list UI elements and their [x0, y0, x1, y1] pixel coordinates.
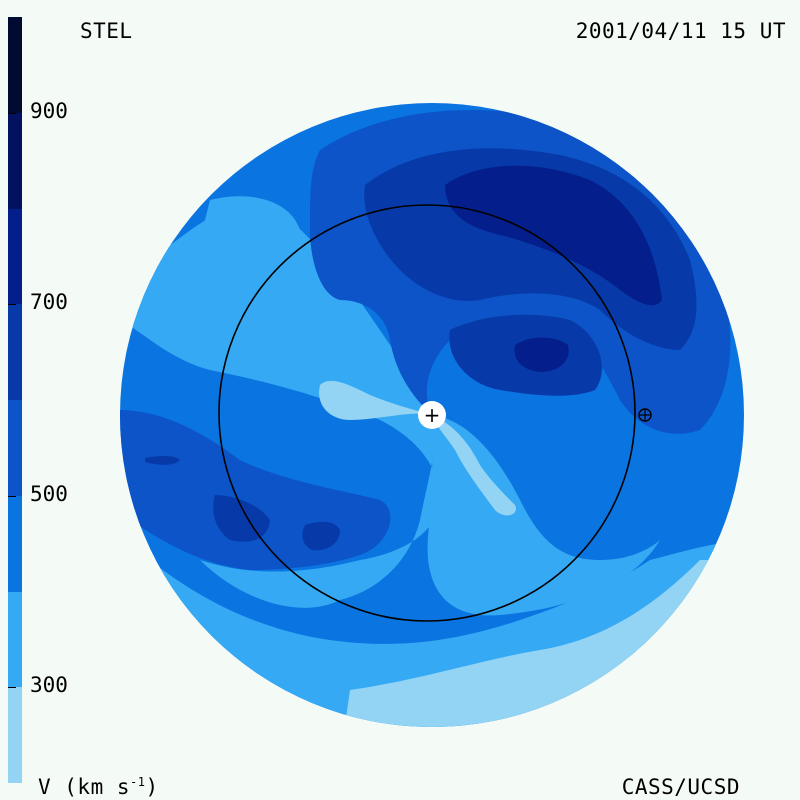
colorbar-segment [8, 112, 22, 209]
level-600-700-west-c [145, 455, 180, 465]
earth-orbit-circle [218, 204, 636, 622]
colorbar-segment [8, 400, 22, 496]
earth-marker-icon [638, 408, 652, 422]
colorbar-tick [8, 687, 16, 689]
colorbar-tick [8, 304, 16, 306]
level-700-800-north [445, 165, 662, 306]
colorbar-segment [8, 687, 22, 783]
colorbar-segment [8, 495, 22, 592]
colorbar-segment [8, 591, 22, 688]
level-700-800-inner [514, 337, 569, 372]
unit-label: V (km s-1) [38, 775, 159, 799]
colorbar-tick-label: 700 [30, 290, 68, 315]
sun-marker: + [424, 403, 441, 427]
level-300-400-northwest [200, 196, 300, 280]
colorbar-tick [8, 495, 16, 497]
datetime-label: 2001/04/11 15 UT [575, 19, 786, 43]
organization-label: CASS/UCSD [621, 775, 740, 799]
level-200-300-spoke-south [432, 415, 516, 516]
colorbar [8, 17, 22, 783]
colorbar-tick [8, 112, 16, 114]
colorbar-segment [8, 17, 22, 113]
colorbar-tick-label: 300 [30, 673, 68, 698]
level-300-400-west [120, 204, 440, 608]
station-label: STEL [80, 19, 133, 43]
colorbar-tick-label: 500 [30, 481, 68, 506]
level-200-300-spoke-west [319, 380, 432, 420]
colorbar-tick-label: 900 [30, 98, 68, 123]
level-300-400-center [427, 415, 660, 616]
level-600-700-west-b [302, 521, 340, 551]
colorbar-segment [8, 304, 22, 400]
colorbar-segment [8, 208, 22, 305]
sun-occulter [418, 401, 446, 429]
